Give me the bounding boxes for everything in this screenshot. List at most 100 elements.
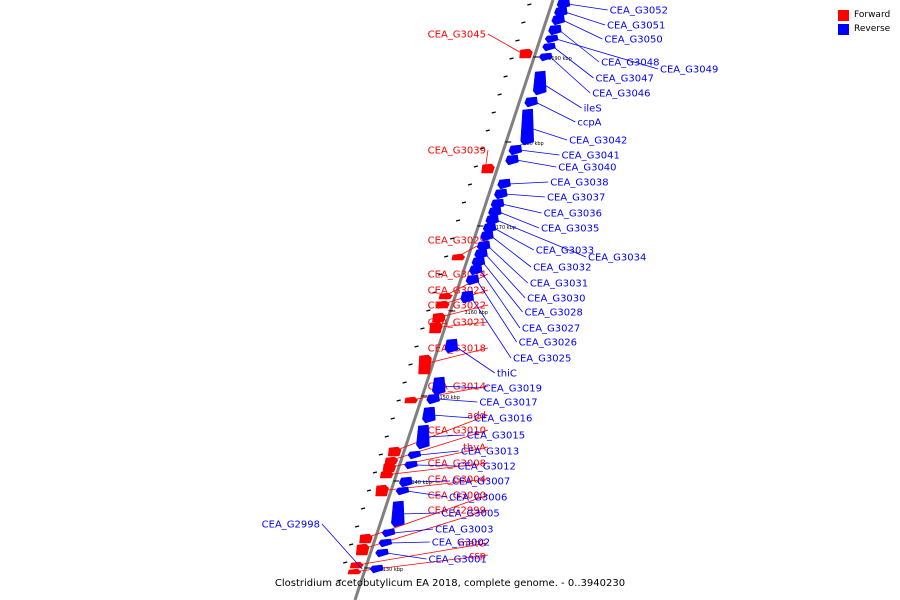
gene-feature[interactable]	[381, 528, 396, 538]
gene-label[interactable]: CEA_G3012	[458, 462, 516, 473]
gene-feature[interactable]	[497, 178, 511, 190]
gene-feature[interactable]	[378, 538, 393, 548]
gene-label[interactable]: add	[467, 411, 486, 422]
gene-label[interactable]: CEA_G3026	[519, 338, 577, 349]
axis-tick-label: 3190 kbp	[548, 56, 572, 62]
gene-feature[interactable]	[416, 424, 430, 450]
gene-label[interactable]: CEA_G3032	[533, 263, 591, 274]
gene-label[interactable]: CEA_G3047	[595, 74, 653, 85]
gene-label[interactable]: ccpA	[577, 118, 601, 129]
gene-feature[interactable]	[494, 188, 508, 200]
gene-feature[interactable]	[438, 292, 453, 300]
gene-feature[interactable]	[481, 163, 495, 174]
gene-feature[interactable]	[404, 460, 418, 470]
gene-feature[interactable]	[548, 24, 562, 36]
gene-label[interactable]: ileS	[584, 104, 602, 115]
gene-label[interactable]: CEA_G3030	[527, 294, 585, 305]
gene-feature[interactable]	[359, 533, 373, 544]
gene-label[interactable]: CEA_G3013	[461, 447, 519, 458]
gene-feature[interactable]	[369, 564, 384, 574]
gene-label[interactable]: CEA_G3050	[604, 35, 662, 46]
gene-label[interactable]: CEA_G3042	[569, 136, 627, 147]
gene-label[interactable]: CEA_G2999	[428, 506, 486, 517]
gene-feature[interactable]	[444, 338, 459, 354]
gene-label[interactable]: CEA_G3022	[428, 301, 486, 312]
gene-label[interactable]: CEA_G3010	[428, 426, 486, 437]
gene-label[interactable]: CEA_G3028	[525, 308, 583, 319]
gene-feature[interactable]	[387, 446, 402, 457]
gene-label[interactable]: CEA_G3016	[474, 414, 532, 425]
gene-label[interactable]: CEA_G3019	[484, 384, 542, 395]
gene-feature[interactable]	[407, 450, 422, 460]
gene-feature[interactable]	[508, 144, 523, 156]
gene-feature[interactable]	[544, 34, 559, 44]
gene-feature[interactable]	[480, 230, 494, 242]
gene-feature[interactable]	[468, 264, 483, 276]
gene-label[interactable]: CEA_G3024	[428, 270, 486, 281]
gene-label[interactable]: CEA_G3041	[562, 151, 620, 162]
gene-label[interactable]: CEA_G3025	[513, 354, 571, 365]
gene-label[interactable]: CEA_G3006	[449, 493, 507, 504]
gene-feature[interactable]	[538, 52, 553, 62]
gene-label[interactable]: CEA_G3031	[530, 279, 588, 290]
gene-label[interactable]: CEA_G3000	[428, 491, 486, 502]
gene-feature[interactable]	[542, 42, 556, 52]
gene-label[interactable]: thyA	[463, 443, 486, 454]
gene-label[interactable]: CEA_G3007	[452, 477, 510, 488]
gene-feature[interactable]	[505, 154, 519, 166]
gene-label[interactable]: CEA_G3039	[428, 146, 486, 157]
gene-label[interactable]: CEA_G3033	[536, 246, 594, 257]
gene-feature[interactable]	[451, 253, 466, 261]
gene-feature[interactable]	[519, 48, 533, 59]
gene-feature[interactable]	[422, 406, 436, 424]
gene-label[interactable]: csp	[469, 551, 486, 562]
gene-label[interactable]: CEA_G3001	[429, 555, 487, 566]
gene-leader-line	[490, 235, 532, 268]
gene-feature[interactable]	[391, 500, 405, 528]
gene-feature[interactable]	[532, 70, 547, 96]
gene-label[interactable]: CEA_G3036	[544, 209, 602, 220]
gene-label[interactable]: CEA_G3021	[428, 318, 486, 329]
gene-label[interactable]: CEA_G3005	[441, 509, 499, 520]
strand-hatch	[372, 471, 378, 474]
gene-label[interactable]: CEA_G3045	[428, 30, 486, 41]
strand-hatch	[414, 345, 419, 348]
gene-label[interactable]: CEA_G3027	[522, 324, 580, 335]
gene-feature[interactable]	[355, 543, 370, 556]
gene-feature[interactable]	[418, 354, 432, 375]
gene-label[interactable]: CEA_G3003	[435, 525, 493, 536]
gene-label[interactable]: CEA_G3023	[428, 286, 486, 297]
gene-label[interactable]: CEA_G3051	[607, 21, 665, 32]
gene-label[interactable]: CEA_G3035	[541, 224, 599, 235]
gene-label[interactable]: CEA_G3046	[592, 89, 650, 100]
gene-feature[interactable]	[524, 96, 538, 108]
gene-feature[interactable]	[398, 476, 413, 488]
gene-feature[interactable]	[395, 486, 410, 496]
gene-label[interactable]: CEA_G3034	[588, 253, 646, 264]
gene-feature[interactable]	[551, 14, 565, 26]
gene-label[interactable]: CEA_G3004	[428, 475, 486, 486]
gene-feature[interactable]	[465, 274, 480, 286]
gene-label[interactable]: CEA_G3002	[432, 538, 490, 549]
gene-label[interactable]: CEA_G3015	[467, 431, 525, 442]
gene-label[interactable]: CEA_G3029	[428, 236, 486, 247]
gene-feature[interactable]	[460, 290, 474, 304]
gene-label[interactable]: CEA_G3049	[660, 65, 718, 76]
strand-hatch	[521, 21, 526, 24]
gene-label[interactable]: CEA_G3017	[479, 398, 537, 409]
gene-label[interactable]: thiC	[497, 369, 517, 380]
strand-hatch	[360, 507, 366, 510]
legend: Forward Reverse	[838, 8, 890, 36]
gene-label[interactable]: CEA_G2998	[262, 520, 320, 531]
gene-label[interactable]: CEA_G3048	[601, 58, 659, 69]
gene-label[interactable]: CEA_G3038	[550, 178, 608, 189]
gene-label[interactable]: CEA_G3040	[558, 163, 616, 174]
gene-label[interactable]: metG	[458, 539, 486, 550]
gene-feature[interactable]	[375, 548, 389, 558]
gene-label[interactable]: CEA_G3037	[547, 193, 605, 204]
gene-feature[interactable]	[426, 393, 440, 405]
gene-label[interactable]: CEA_G3008	[428, 459, 486, 470]
gene-label[interactable]: CEA_G3052	[610, 6, 668, 17]
gene-feature[interactable]	[431, 376, 446, 396]
